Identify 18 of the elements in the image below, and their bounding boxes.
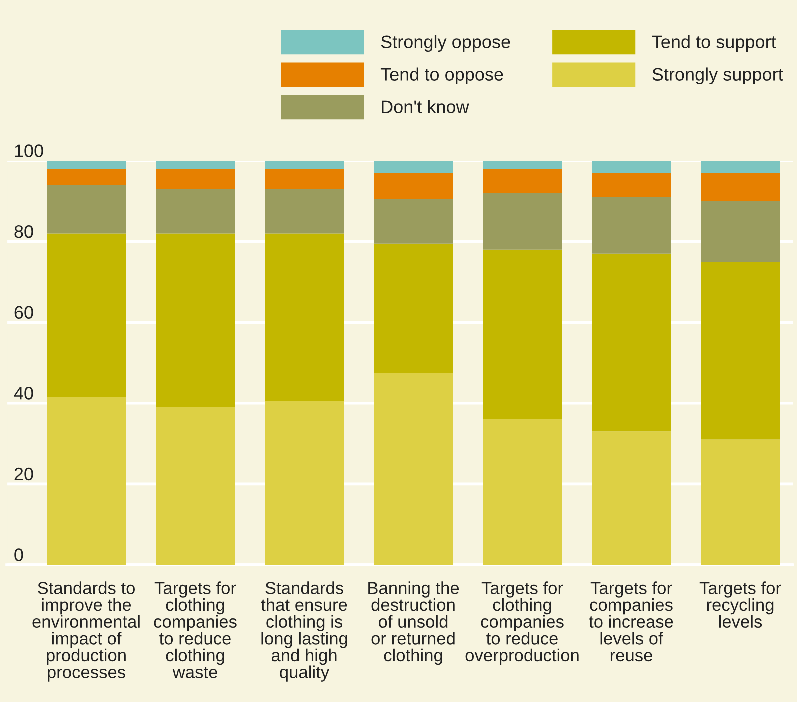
legend-label: Strongly oppose	[381, 35, 510, 52]
y-tick-label: 0	[14, 548, 24, 562]
x-tick-label: Standards to improve the environmental impact of production processes	[32, 582, 140, 682]
legend-label: Tend to oppose	[380, 68, 504, 85]
y-tick-label: 100	[15, 144, 44, 158]
x-tick-label: Targets for recycling levels	[700, 582, 782, 628]
y-tick-label: 80	[14, 225, 34, 238]
y-tick-label: 60	[14, 306, 34, 320]
y-tick-label: 20	[14, 468, 34, 481]
legend-label: Don't know	[382, 100, 470, 114]
x-tick-label: Banning the destruction of unsold or returned clothing	[368, 582, 460, 666]
legend-label: Strongly support	[652, 68, 784, 85]
x-tick-label: Targets for companies to increase levels of reuse	[589, 582, 674, 662]
x-tick-label: Standards that ensure clothing is long lasting and high quality	[261, 582, 348, 682]
x-tick-label: Targets for clothing companies to reduce clothing waste	[154, 582, 237, 678]
x-tick-label: Targets for clothing companies to reduce overproduction	[466, 582, 579, 666]
y-tick-label: 40	[14, 387, 34, 400]
legend-label: Tend to support	[652, 35, 776, 52]
